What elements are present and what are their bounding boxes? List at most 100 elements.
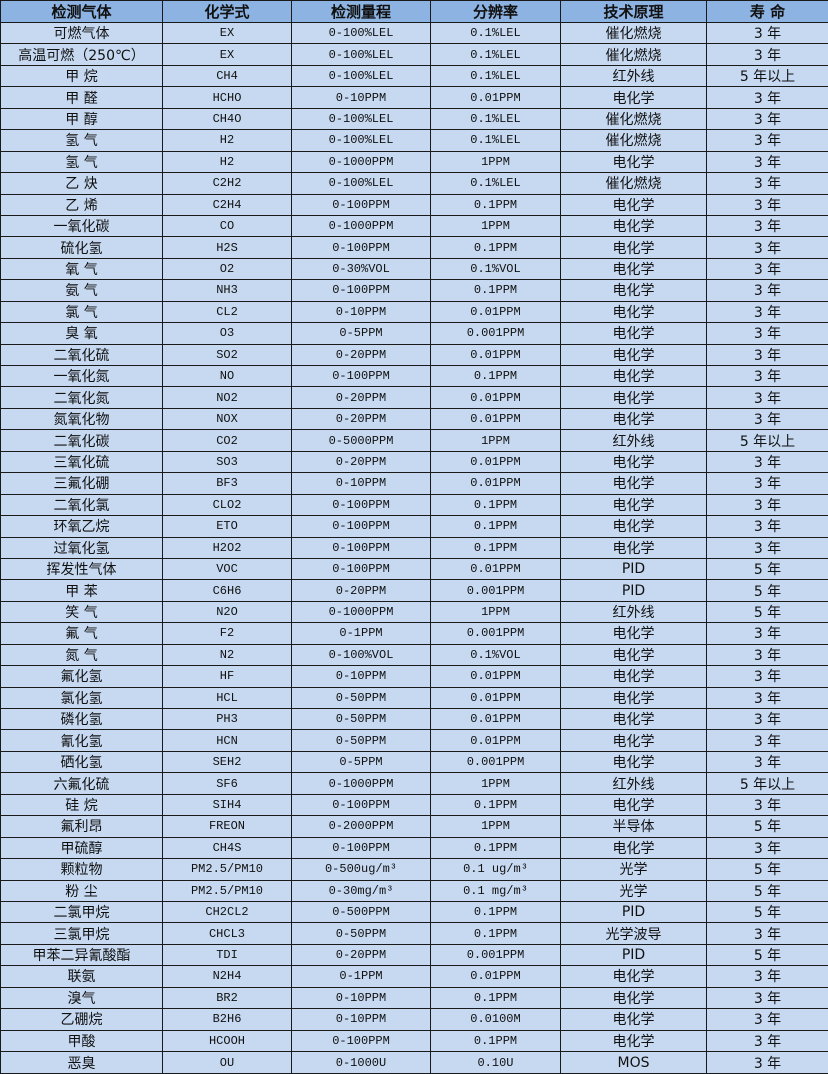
principle-cell: 光学 [560,879,707,902]
header-range: 检测量程 [291,0,431,23]
table-row: 氟化氢 HF 0-10PPM 0.01PPM 电化学 3 年 [0,665,828,688]
formula-cell: SO2 [162,343,292,367]
formula-cell: F2 [162,622,292,645]
range-cell: 0-50PPM [291,686,431,710]
range-cell: 0-100PPM [291,493,431,517]
table-row: 硅 烷 SIH4 0-100PPM 0.1PPM 电化学 3 年 [0,793,828,817]
range-cell: 0-1000PPM [291,600,431,624]
range-cell: 0-50PPM [291,707,431,731]
gas-cell: 氢 气 [0,129,163,152]
formula-cell: ETO [162,515,292,538]
range-cell: 0-20PPM [291,386,431,409]
table-row: 氯 气 CL2 0-10PPM 0.01PPM 电化学 3 年 [0,300,828,324]
formula-cell: SO3 [162,450,292,474]
gas-cell: 笑 气 [0,600,163,624]
range-cell: 0-100PPM [291,364,431,388]
lifetime-cell: 5 年以上 [706,772,828,795]
table-row: 二氯甲烷 CH2CL2 0-500PPM 0.1PPM PID 5 年 [0,900,828,924]
lifetime-cell: 3 年 [706,150,828,174]
resolution-cell: 0.1PPM [430,536,561,559]
table-row: 乙 烯 C2H4 0-100PPM 0.1PPM 电化学 3 年 [0,193,828,216]
gas-cell: 氢 气 [0,150,163,174]
resolution-cell: 0.1%VOL [430,257,561,281]
gas-cell: 硒化氢 [0,750,163,774]
table-row: 甲 烷 CH4 0-100%LEL 0.1%LEL 红外线 5 年以上 [0,64,828,88]
range-cell: 0-100PPM [291,557,431,581]
gas-cell: 二氧化硫 [0,343,163,367]
formula-cell: NH3 [162,279,292,302]
principle-cell: 电化学 [560,364,707,388]
table-row: 联氨 N2H4 0-1PPM 0.01PPM 电化学 3 年 [0,965,828,988]
principle-cell: 催化燃烧 [560,43,707,66]
range-cell: 0-30mg/m³ [291,879,431,902]
formula-cell: NO2 [162,386,292,409]
principle-cell: 电化学 [560,193,707,216]
gas-cell: 三氧化硫 [0,450,163,474]
lifetime-cell: 3 年 [706,643,828,667]
gas-cell: 三氟化硼 [0,472,163,495]
gas-cell: 可燃气体 [0,21,163,45]
resolution-cell: 0.01PPM [430,665,561,688]
resolution-cell: 1PPM [430,772,561,795]
principle-cell: 电化学 [560,686,707,710]
gas-cell: 高温可燃（250℃） [0,43,163,66]
range-cell: 0-100%LEL [291,107,431,131]
principle-cell: 电化学 [560,622,707,645]
resolution-cell: 0.1PPM [430,1029,561,1053]
table-row: 氢 气 H2 0-1000PPM 1PPM 电化学 3 年 [0,150,828,174]
resolution-cell: 0.1PPM [430,515,561,538]
range-cell: 0-100PPM [291,193,431,216]
table-row: 磷化氢 PH3 0-50PPM 0.01PPM 电化学 3 年 [0,707,828,731]
principle-cell: 催化燃烧 [560,172,707,195]
table-row: 氮氧化物 NOX 0-20PPM 0.01PPM 电化学 3 年 [0,407,828,431]
principle-cell: 电化学 [560,322,707,345]
resolution-cell: 1PPM [430,815,561,838]
table-row: 乙 炔 C2H2 0-100%LEL 0.1%LEL 催化燃烧 3 年 [0,172,828,195]
range-cell: 0-20PPM [291,343,431,367]
formula-cell: CHCL3 [162,922,292,945]
lifetime-cell: 3 年 [706,172,828,195]
gas-cell: 颗粒物 [0,858,163,881]
resolution-cell: 0.1%LEL [430,129,561,152]
formula-cell: PM2.5/PM10 [162,858,292,881]
gas-cell: 一氧化氮 [0,364,163,388]
range-cell: 0-100PPM [291,236,431,259]
resolution-cell: 0.001PPM [430,579,561,602]
formula-cell: NOX [162,407,292,431]
formula-cell: H2O2 [162,536,292,559]
gas-cell: 过氧化氢 [0,536,163,559]
principle-cell: 电化学 [560,279,707,302]
table-row: 甲 醇 CH4O 0-100%LEL 0.1%LEL 催化燃烧 3 年 [0,107,828,131]
principle-cell: 红外线 [560,600,707,624]
principle-cell: 红外线 [560,429,707,452]
lifetime-cell: 3 年 [706,1051,828,1074]
resolution-cell: 0.1PPM [430,836,561,860]
resolution-cell: 0.1PPM [430,193,561,216]
gas-cell: 甲 烷 [0,64,163,88]
formula-cell: O2 [162,257,292,281]
header-lifetime: 寿 命 [706,0,828,23]
gas-cell: 粉 尘 [0,879,163,902]
header-resolution: 分辨率 [430,0,561,23]
range-cell: 0-2000PPM [291,815,431,838]
range-cell: 0-10PPM [291,300,431,324]
resolution-cell: 0.001PPM [430,322,561,345]
formula-cell: C2H2 [162,172,292,195]
gas-cell: 甲苯二异氰酸酯 [0,943,163,967]
gas-cell: 氟化氢 [0,665,163,688]
lifetime-cell: 3 年 [706,729,828,752]
lifetime-cell: 5 年 [706,815,828,838]
gas-cell: 氧 气 [0,257,163,281]
range-cell: 0-10PPM [291,86,431,109]
resolution-cell: 0.1PPM [430,793,561,817]
formula-cell: HCOOH [162,1029,292,1053]
formula-cell: H2S [162,236,292,259]
formula-cell: PM2.5/PM10 [162,879,292,902]
principle-cell: 电化学 [560,750,707,774]
table-row: 恶臭 OU 0-1000U 0.10U MOS 3 年 [0,1051,828,1074]
principle-cell: 催化燃烧 [560,21,707,45]
principle-cell: 催化燃烧 [560,107,707,131]
principle-cell: MOS [560,1051,707,1074]
principle-cell: 电化学 [560,729,707,752]
